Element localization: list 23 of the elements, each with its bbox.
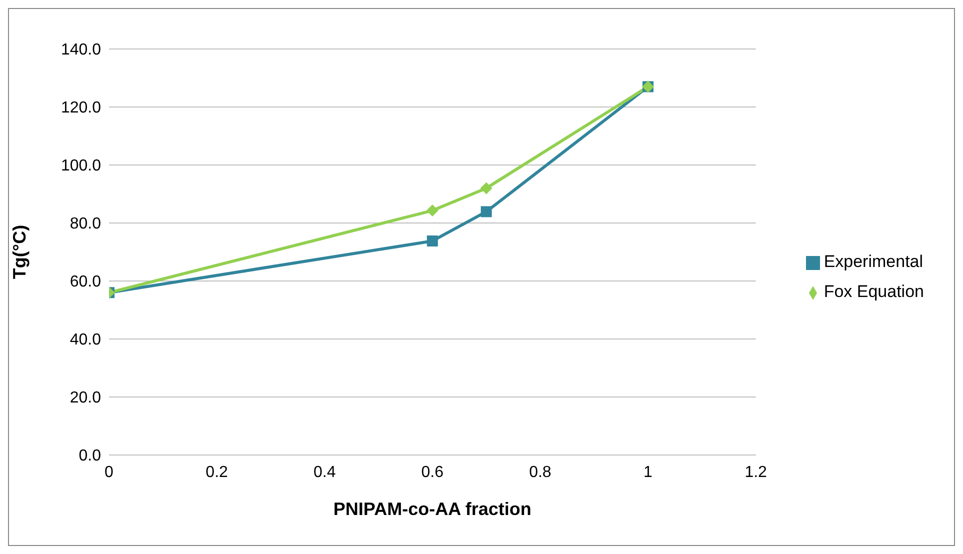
x-tick-label: 0.8 — [529, 464, 552, 481]
x-tick-label: 0.2 — [206, 464, 228, 481]
y-tick-label: 60.0 — [70, 274, 102, 291]
x-axis-title: PNIPAM-co-AA fraction — [333, 499, 532, 519]
x-tick-label: 0 — [104, 464, 114, 481]
y-tick-label: 40.0 — [70, 332, 102, 349]
x-tick-label: 1.2 — [744, 464, 768, 481]
x-tick-label: 0.6 — [421, 464, 444, 481]
x-tick-label: 0.4 — [313, 464, 336, 481]
legend-label: Experimental — [824, 252, 924, 271]
y-tick-label: 80.0 — [70, 216, 102, 233]
y-tick-label: 120.0 — [60, 100, 102, 117]
point — [426, 235, 438, 246]
y-tick-label: 0.0 — [78, 448, 102, 465]
point — [480, 182, 492, 194]
point — [426, 204, 438, 217]
y-tick-label: 20.0 — [70, 390, 102, 407]
y-tick-label: 100.0 — [60, 158, 102, 175]
y-tick-label: 140.0 — [60, 42, 102, 59]
x-tick-label: 1 — [644, 464, 653, 481]
y-axis-title: Tg(°C) — [9, 224, 30, 280]
legend-label: Fox Equation — [824, 282, 924, 301]
point — [480, 206, 492, 218]
